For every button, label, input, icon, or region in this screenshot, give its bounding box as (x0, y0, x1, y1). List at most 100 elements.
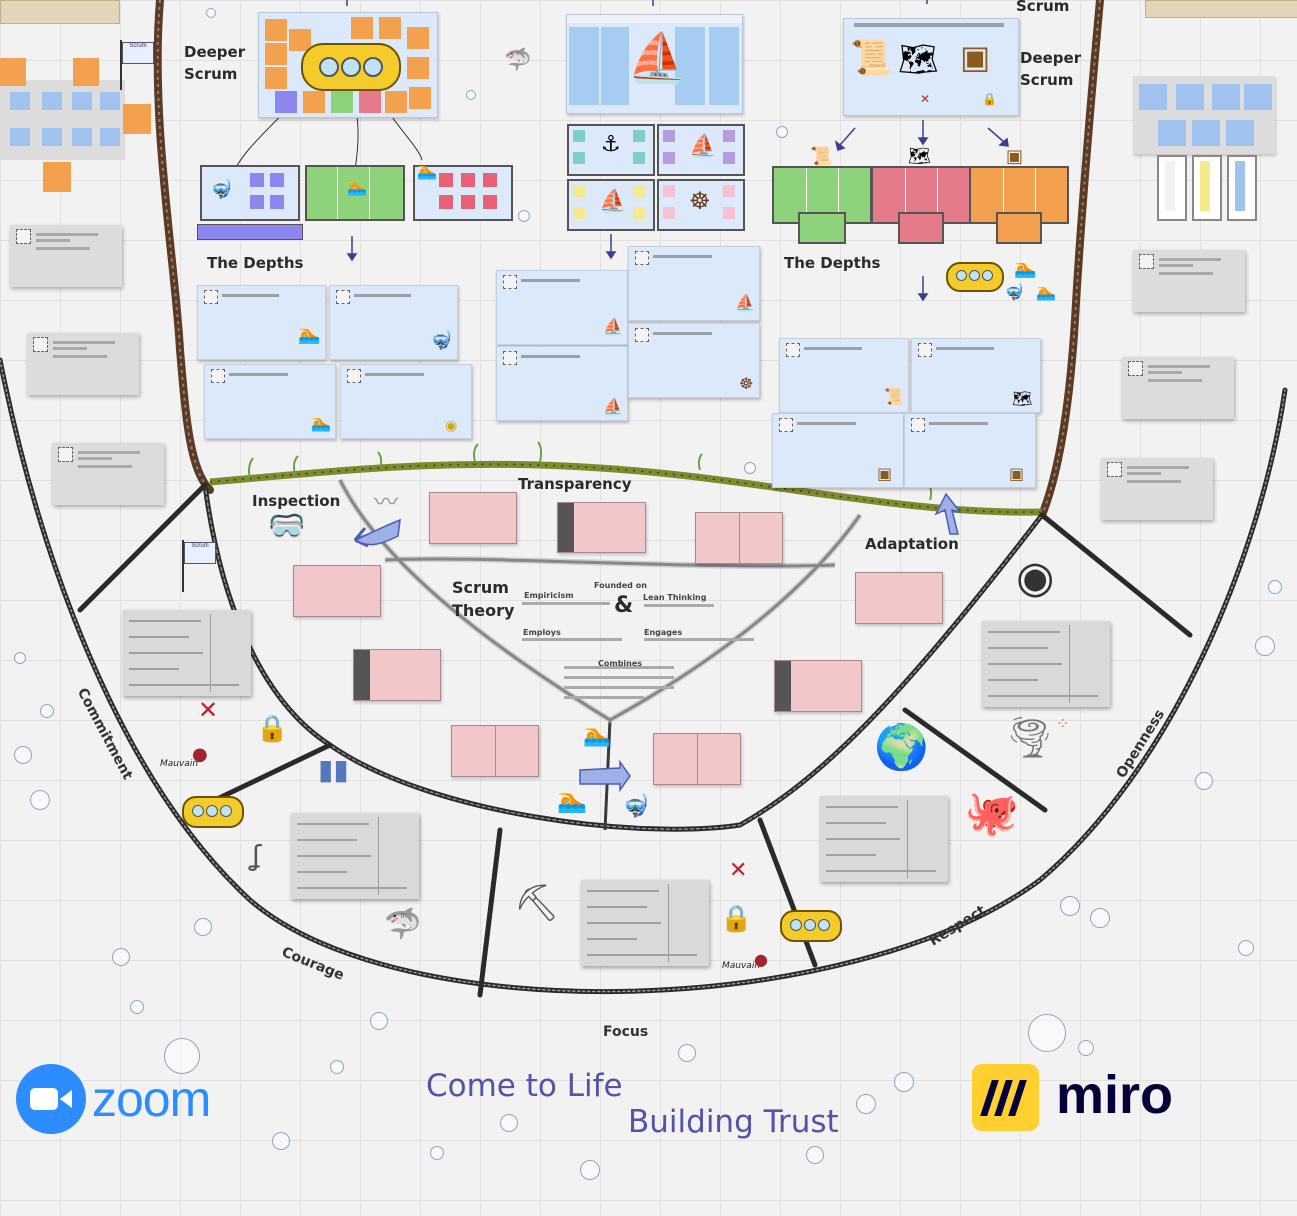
label-founded-on: Founded on (594, 581, 647, 590)
pirate-ship-icon: ⛵ (627, 32, 687, 85)
sticky-note-blue[interactable] (100, 92, 120, 110)
submarine-column-board-3[interactable]: 🏊 (413, 163, 513, 221)
bubble (466, 90, 476, 100)
submarine-column-board-2[interactable]: 🏊 (305, 165, 405, 221)
lilac-board[interactable]: ⛵ (657, 124, 745, 176)
sticky-note-orange[interactable] (123, 104, 151, 134)
table-card[interactable] (820, 796, 948, 882)
pirate-ship-icon: ⛵ (603, 317, 623, 336)
pink-card[interactable] (695, 512, 783, 564)
sticky-note-blue[interactable] (100, 128, 120, 146)
gray-frame[interactable] (1122, 357, 1234, 419)
label-combines: Combines (598, 659, 643, 668)
depths-frame[interactable]: 📜 (779, 338, 909, 413)
globe-icon: 🌍 (874, 722, 929, 773)
ship-wheel-icon: ☸ (689, 187, 711, 215)
pink-card[interactable] (774, 660, 862, 712)
pink-card[interactable] (855, 572, 943, 624)
sticky-note-blue[interactable] (42, 92, 62, 110)
gray-frame[interactable] (52, 443, 164, 505)
padlock-icon: 🔒 (720, 904, 753, 934)
depths-frame[interactable]: ▣ (772, 413, 904, 488)
sticky-note-orange[interactable] (0, 58, 26, 86)
sticky-note-blue[interactable] (1192, 120, 1220, 146)
treasure-map-icon: 📜 (850, 38, 893, 78)
wax-seal-icon: ● (754, 950, 768, 969)
shark-icon: 🦈 (504, 48, 532, 73)
padlock-icon: 🔒 (256, 714, 289, 744)
bubble (776, 126, 788, 138)
depths-frame[interactable]: ⛵ (496, 346, 628, 421)
diver-icon: 🤿 (430, 330, 453, 351)
depths-frame[interactable]: 🏊 (197, 285, 326, 360)
mermaid-icon: 〰 (374, 488, 398, 516)
table-card[interactable] (982, 621, 1110, 707)
bubble (806, 1146, 824, 1164)
bubble (14, 652, 26, 664)
bubble (14, 746, 32, 764)
pink-sub-board[interactable] (898, 212, 944, 244)
pink-card[interactable] (429, 492, 517, 544)
depths-frame[interactable]: ▣ (904, 413, 1036, 488)
sticky-note-blue[interactable] (1244, 84, 1272, 110)
depths-frame[interactable]: 🏊 (204, 364, 336, 439)
table-card[interactable] (123, 610, 251, 696)
diver-icon: 🤿 (1004, 282, 1024, 301)
pink-wheel-board[interactable]: ☸ (657, 179, 745, 231)
orange-sub-board[interactable] (996, 212, 1042, 244)
progress-strip[interactable] (197, 224, 303, 240)
sticky-note-orange[interactable] (43, 162, 71, 192)
sticky-note-blue[interactable] (10, 92, 30, 110)
label-the-depths-left: The Depths (207, 254, 304, 272)
depths-frame[interactable]: ◉ (340, 364, 472, 439)
pirate-ship-board[interactable]: ⛵ (566, 14, 743, 114)
depths-frame[interactable]: ⛵ (628, 246, 760, 321)
label-engages: Engages (644, 628, 683, 637)
submarine-sticky-board[interactable] (258, 12, 438, 118)
gray-frame[interactable] (1133, 250, 1245, 312)
bubble (206, 8, 216, 18)
depths-frame[interactable]: ⛵ (496, 270, 628, 345)
sticky-note-blue[interactable] (72, 92, 92, 110)
label-employs: Employs (523, 628, 561, 637)
bubble (1090, 908, 1110, 928)
sticky-note-blue[interactable] (1212, 84, 1240, 110)
depths-frame[interactable]: 🗺 (911, 338, 1041, 413)
partial-frame-top-right[interactable] (1145, 0, 1297, 18)
gray-frame[interactable] (27, 333, 139, 395)
pink-card[interactable] (353, 649, 441, 701)
sticky-note-blue[interactable] (1139, 84, 1167, 110)
sticky-note-blue[interactable] (42, 128, 62, 146)
sticky-note-blue[interactable] (1226, 120, 1254, 146)
yellow-board[interactable]: ⛵ (567, 179, 655, 231)
anchor-board[interactable]: ⚓ (567, 124, 655, 176)
table-card[interactable] (581, 880, 709, 966)
sticky-note-orange[interactable] (73, 58, 99, 86)
gray-frame[interactable] (1101, 458, 1213, 520)
pink-card[interactable] (293, 565, 381, 617)
table-card[interactable] (291, 813, 419, 899)
kanban-columns[interactable] (1157, 155, 1257, 221)
miro-mark-icon (972, 1064, 1039, 1131)
bubble (194, 918, 212, 936)
depths-frame[interactable]: 🤿 (329, 285, 458, 360)
flag-icon: Scrum (180, 540, 216, 592)
green-sub-board[interactable] (798, 212, 846, 244)
depths-frame[interactable]: ☸ (628, 323, 760, 398)
label-empiricism: Empiricism (524, 591, 574, 600)
pink-card[interactable] (451, 725, 539, 777)
pink-card[interactable] (653, 733, 741, 785)
pink-card[interactable] (557, 502, 646, 553)
gray-frame[interactable] (10, 225, 122, 287)
treasure-board[interactable]: 📜 🗺 ▣ ✕ 🔒 (843, 18, 1019, 116)
sticky-note-blue[interactable] (72, 128, 92, 146)
partial-frame-top-left[interactable] (0, 0, 120, 24)
label-deeper-scrum-left: Deeper Scrum (184, 43, 246, 83)
sticky-note-blue[interactable] (1158, 120, 1186, 146)
submarine-column-board-1[interactable]: 🤿 (200, 165, 300, 221)
zoom-logo: zoom (16, 1062, 256, 1138)
label-the-depths-right: The Depths (784, 254, 881, 272)
sticky-note-blue[interactable] (10, 128, 30, 146)
sticky-note-blue[interactable] (1176, 84, 1204, 110)
